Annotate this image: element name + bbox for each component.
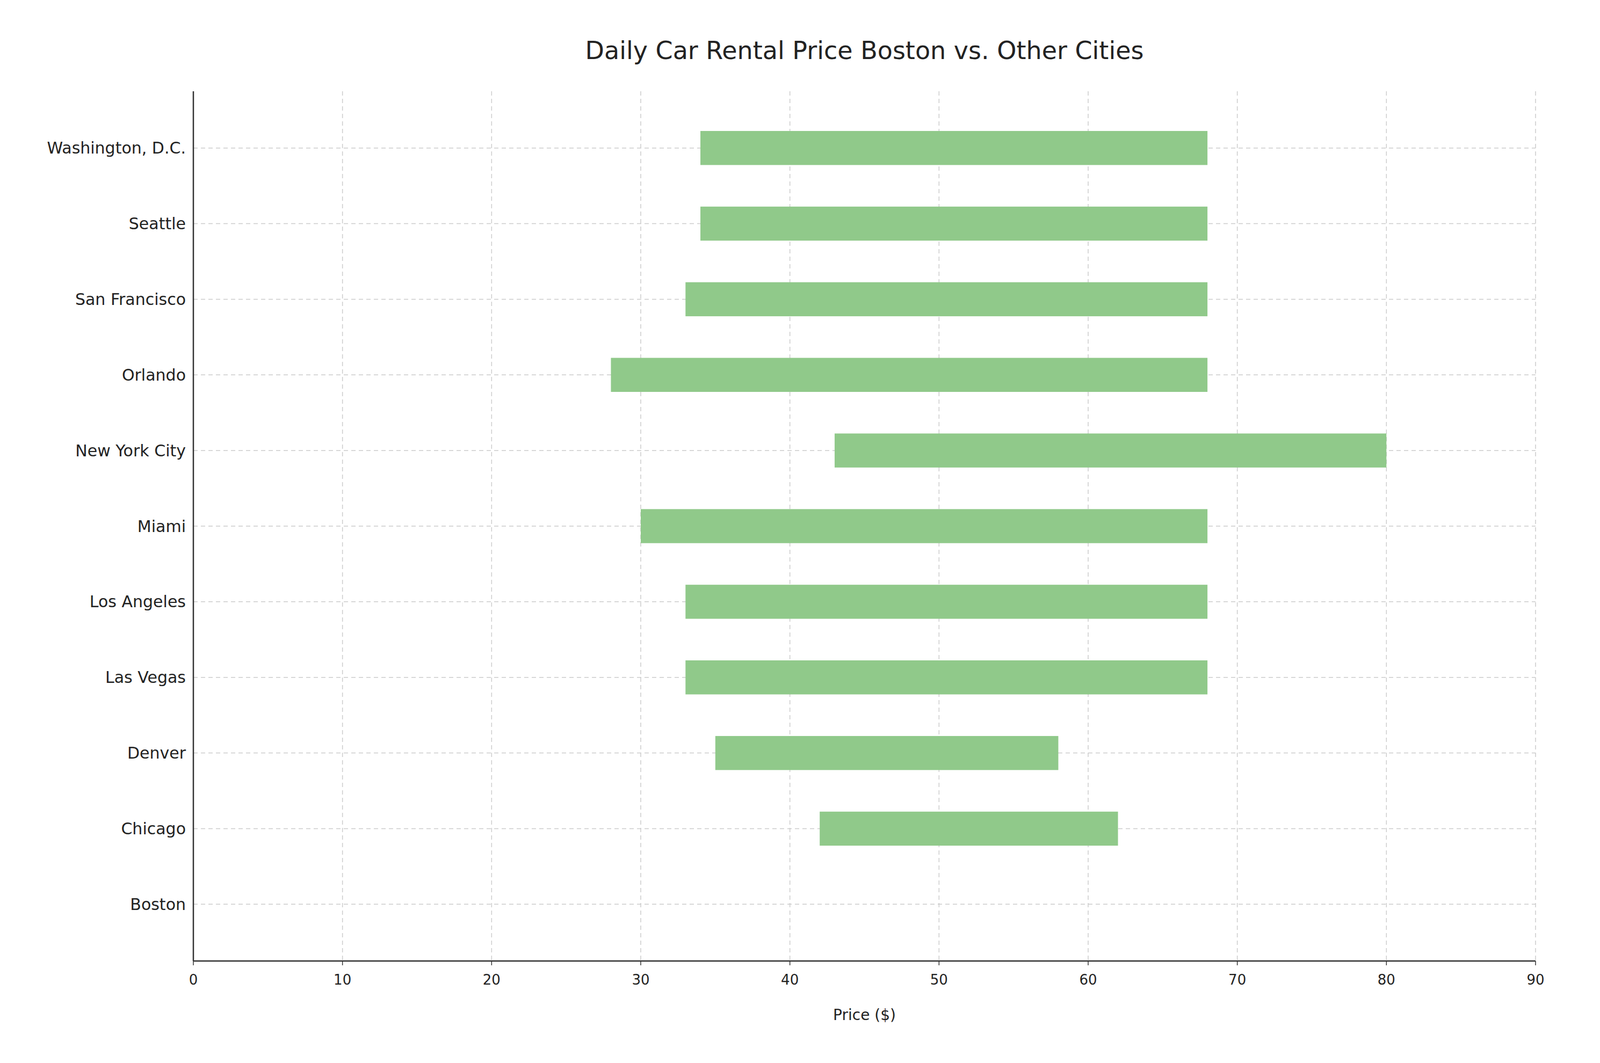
bar xyxy=(715,736,1059,771)
bars xyxy=(610,131,1387,846)
y-tick-label: San Francisco xyxy=(75,290,186,309)
x-tick-label: 50 xyxy=(930,972,948,989)
x-tick xyxy=(1386,961,1388,966)
x-tick xyxy=(938,961,940,966)
x-tick-label: 70 xyxy=(1228,972,1247,989)
bar xyxy=(640,509,1208,544)
x-tick-label: 30 xyxy=(631,972,650,989)
bar xyxy=(834,433,1387,468)
bar xyxy=(700,131,1208,165)
x-tick xyxy=(192,961,194,966)
y-axis-line xyxy=(192,91,195,962)
x-tick xyxy=(491,961,493,966)
bar xyxy=(685,660,1208,695)
x-tick-label: 20 xyxy=(482,972,501,989)
x-tick-label: 0 xyxy=(189,972,199,989)
x-tick xyxy=(1087,961,1089,966)
x-tick xyxy=(640,961,642,966)
x-tick xyxy=(789,961,791,966)
y-tick-label: Seattle xyxy=(128,214,186,234)
y-tick-label: Orlando xyxy=(121,365,186,385)
x-grid-line xyxy=(1236,91,1238,962)
x-grid-line xyxy=(1386,91,1388,962)
y-tick-label: Las Vegas xyxy=(105,668,186,687)
axes: 0 10 20 30 40 50 60 70 80 90 Boston Chicago Denver La… xyxy=(47,91,1545,989)
bar xyxy=(685,584,1208,619)
y-grid-line xyxy=(193,904,1536,906)
x-tick-label: 80 xyxy=(1377,972,1396,989)
x-axis-label: Price ($) xyxy=(833,1006,896,1025)
y-tick-label: Denver xyxy=(127,743,187,763)
y-tick-label: Chicago xyxy=(120,819,186,839)
x-grid-line xyxy=(491,91,493,962)
y-tick-label: Los Angeles xyxy=(89,592,186,612)
grid xyxy=(193,91,1536,962)
bar xyxy=(610,358,1208,393)
bar xyxy=(700,206,1208,241)
x-tick-label: 90 xyxy=(1526,972,1545,989)
chart-svg: 0 10 20 30 40 50 60 70 80 90 Boston Chicago Denver La… xyxy=(0,0,1600,1063)
x-grid-line xyxy=(192,91,194,962)
chart-title: Daily Car Rental Price Boston vs. Other … xyxy=(585,35,1145,65)
x-axis-line xyxy=(193,960,1536,963)
x-tick-label: 60 xyxy=(1079,972,1097,989)
chart-container: 0 10 20 30 40 50 60 70 80 90 Boston Chicago Denver La… xyxy=(0,0,1600,1063)
x-tick xyxy=(342,961,344,966)
x-tick xyxy=(1236,961,1238,966)
bar xyxy=(819,812,1118,846)
y-tick-label: Washington, D.C. xyxy=(47,138,187,158)
x-tick-label: 40 xyxy=(780,972,799,989)
x-tick-label: 10 xyxy=(333,972,352,989)
y-tick-label: Boston xyxy=(129,895,186,915)
x-tick xyxy=(1535,961,1537,966)
y-tick-label: New York City xyxy=(75,441,186,461)
x-grid-line xyxy=(342,91,344,962)
bar xyxy=(685,282,1208,317)
y-tick-label: Miami xyxy=(137,517,186,537)
